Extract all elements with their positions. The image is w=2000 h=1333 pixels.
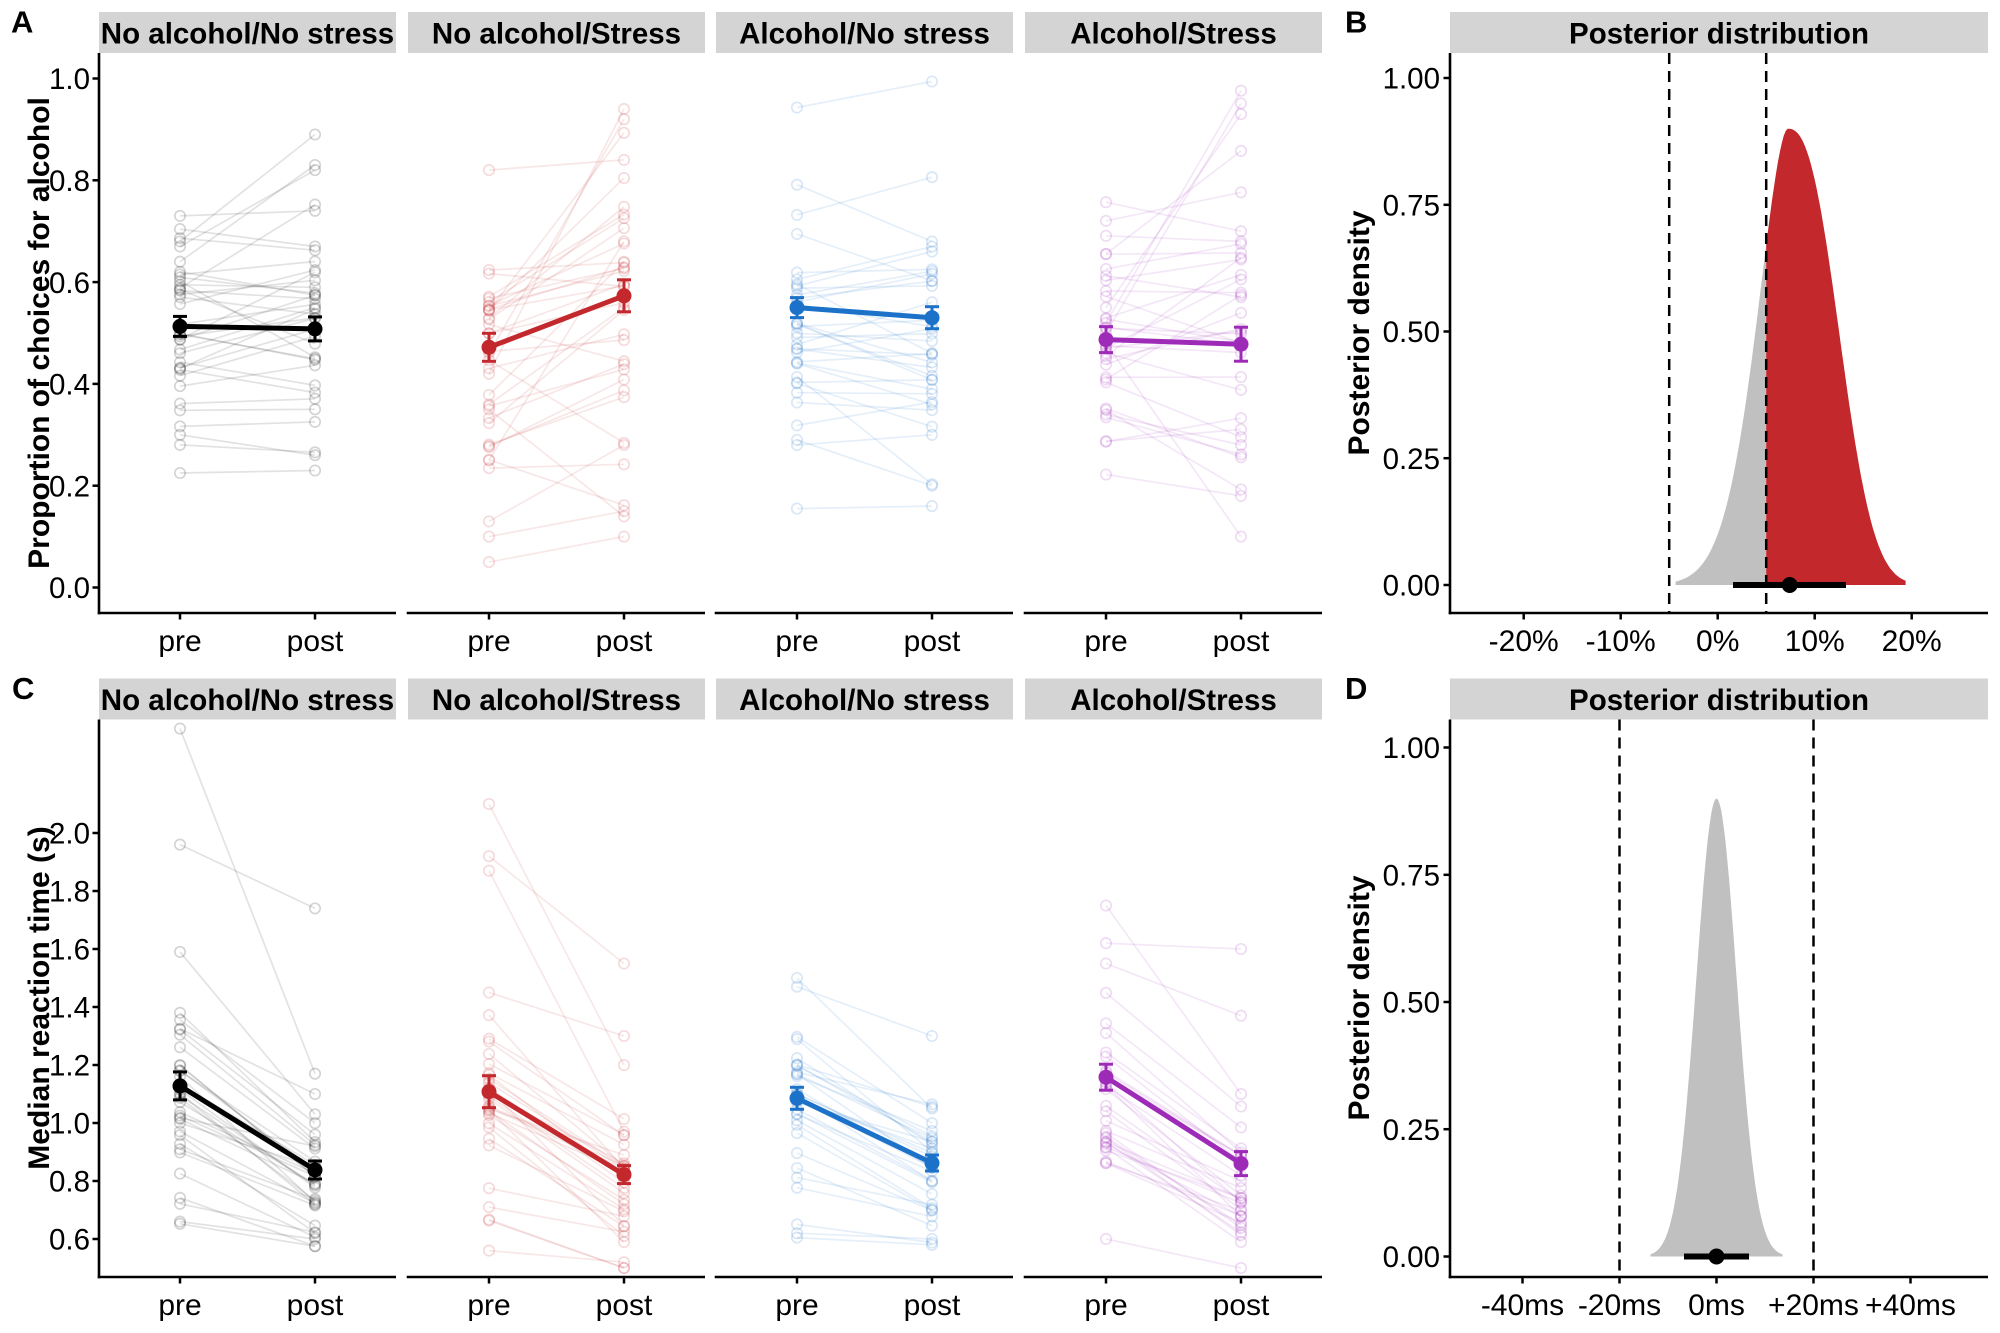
svg-text:Posterior density: Posterior density bbox=[1343, 210, 1376, 455]
svg-text:post: post bbox=[1213, 1289, 1270, 1322]
svg-text:1.0: 1.0 bbox=[49, 1108, 90, 1141]
svg-text:0.4: 0.4 bbox=[49, 369, 90, 402]
svg-text:1.2: 1.2 bbox=[49, 1050, 90, 1083]
svg-text:C: C bbox=[12, 671, 34, 706]
svg-text:0.50: 0.50 bbox=[1383, 987, 1440, 1020]
svg-text:post: post bbox=[904, 625, 961, 658]
svg-text:0%: 0% bbox=[1696, 625, 1739, 658]
svg-text:D: D bbox=[1345, 671, 1367, 706]
svg-text:0.0: 0.0 bbox=[49, 572, 90, 605]
svg-text:0.75: 0.75 bbox=[1383, 189, 1440, 222]
svg-text:1.6: 1.6 bbox=[49, 934, 90, 967]
svg-text:1.0: 1.0 bbox=[49, 63, 90, 96]
svg-text:0.8: 0.8 bbox=[49, 165, 90, 198]
svg-text:20%: 20% bbox=[1882, 625, 1942, 658]
svg-text:pre: pre bbox=[775, 625, 818, 658]
svg-text:No alcohol/Stress: No alcohol/Stress bbox=[432, 18, 681, 51]
svg-text:post: post bbox=[1213, 625, 1270, 658]
svg-text:0.50: 0.50 bbox=[1383, 316, 1440, 349]
svg-text:0.00: 0.00 bbox=[1383, 570, 1440, 603]
svg-text:0.6: 0.6 bbox=[49, 1224, 90, 1257]
svg-text:+40ms: +40ms bbox=[1865, 1289, 1956, 1322]
svg-text:post: post bbox=[904, 1289, 961, 1322]
svg-text:Alcohol/No stress: Alcohol/No stress bbox=[739, 684, 990, 717]
svg-text:No alcohol/No stress: No alcohol/No stress bbox=[101, 18, 394, 51]
svg-text:-10%: -10% bbox=[1586, 625, 1656, 658]
svg-text:+20ms: +20ms bbox=[1768, 1289, 1859, 1322]
svg-text:Proportion of choices for alco: Proportion of choices for alcohol bbox=[23, 97, 56, 569]
svg-text:Posterior density: Posterior density bbox=[1343, 875, 1376, 1120]
svg-text:Posterior distribution: Posterior distribution bbox=[1569, 18, 1869, 51]
svg-text:post: post bbox=[287, 625, 344, 658]
svg-text:10%: 10% bbox=[1785, 625, 1845, 658]
svg-text:1.00: 1.00 bbox=[1383, 63, 1440, 96]
svg-text:1.00: 1.00 bbox=[1383, 732, 1440, 765]
svg-text:post: post bbox=[596, 625, 653, 658]
svg-text:0.2: 0.2 bbox=[49, 470, 90, 503]
svg-text:post: post bbox=[287, 1289, 344, 1322]
svg-text:0.25: 0.25 bbox=[1383, 443, 1440, 476]
svg-text:1.8: 1.8 bbox=[49, 876, 90, 909]
svg-text:0ms: 0ms bbox=[1688, 1289, 1745, 1322]
svg-text:0.6: 0.6 bbox=[49, 267, 90, 300]
svg-text:pre: pre bbox=[775, 1289, 818, 1322]
svg-text:pre: pre bbox=[1084, 625, 1127, 658]
svg-text:2.0: 2.0 bbox=[49, 818, 90, 851]
svg-text:-20ms: -20ms bbox=[1578, 1289, 1661, 1322]
svg-text:Alcohol/Stress: Alcohol/Stress bbox=[1070, 18, 1277, 51]
svg-text:Alcohol/Stress: Alcohol/Stress bbox=[1070, 684, 1277, 717]
svg-text:0.8: 0.8 bbox=[49, 1166, 90, 1199]
svg-text:No alcohol/No stress: No alcohol/No stress bbox=[101, 684, 394, 717]
svg-text:1.4: 1.4 bbox=[49, 992, 90, 1025]
svg-text:No alcohol/Stress: No alcohol/Stress bbox=[432, 684, 681, 717]
svg-text:post: post bbox=[596, 1289, 653, 1322]
svg-text:pre: pre bbox=[158, 625, 201, 658]
svg-text:0.25: 0.25 bbox=[1383, 1114, 1440, 1147]
svg-text:pre: pre bbox=[467, 1289, 510, 1322]
svg-text:Median reaction time (s): Median reaction time (s) bbox=[23, 826, 56, 1169]
svg-text:A: A bbox=[11, 4, 33, 39]
svg-text:pre: pre bbox=[158, 1289, 201, 1322]
svg-text:pre: pre bbox=[1084, 1289, 1127, 1322]
svg-text:-20%: -20% bbox=[1489, 625, 1559, 658]
svg-text:-40ms: -40ms bbox=[1481, 1289, 1564, 1322]
svg-text:0.00: 0.00 bbox=[1383, 1241, 1440, 1274]
svg-text:pre: pre bbox=[467, 625, 510, 658]
svg-text:Alcohol/No stress: Alcohol/No stress bbox=[739, 18, 990, 51]
svg-text:B: B bbox=[1345, 4, 1367, 39]
svg-text:0.75: 0.75 bbox=[1383, 860, 1440, 893]
svg-text:Posterior distribution: Posterior distribution bbox=[1569, 684, 1869, 717]
